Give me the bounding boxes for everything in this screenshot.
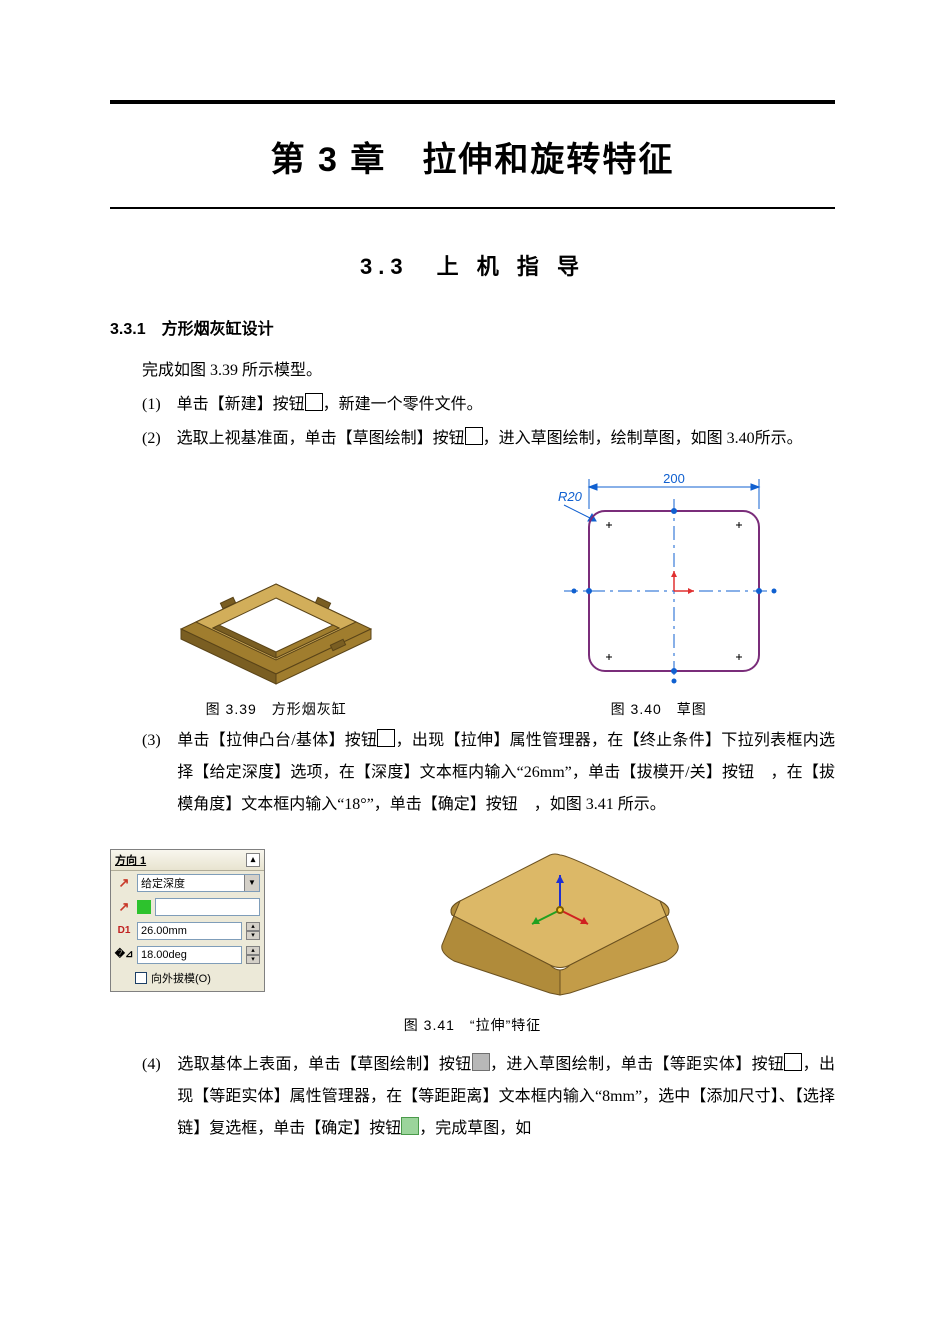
step-1-text-a: (1) 单击【新建】按钮 [142,396,305,413]
step-4: (4) 选取基体上表面，单击【草图绘制】按钮 ，进入草图绘制，单击【等距实体】按钮… [110,1049,835,1145]
figure-3-39: 图 3.39 方形烟灰缸 [161,534,391,719]
draft-icon[interactable]: �⊿ [115,947,133,963]
fig39-svg [161,534,391,689]
step-4-text-d: ，完成草图，如 [419,1120,531,1137]
sketch-icon [465,427,483,445]
offset-entities-icon [784,1053,802,1071]
pm-row-depth: D1 26.00mm ▴▾ [111,919,264,943]
figure-row-1: 图 3.39 方形烟灰缸 200 R20 [110,469,835,719]
fig40-plus [606,654,612,660]
fig40-pt [571,589,576,594]
pm-row-endcondition: ↗ 给定深度 ▼ [111,871,264,895]
intro-paragraph: 完成如图 3.39 所示模型。 [110,355,835,387]
fig40-pt [586,588,592,594]
fig40-r20: R20 [558,489,583,504]
fig40-plus [736,654,742,660]
end-condition-value: 给定深度 [141,875,185,891]
direction-field[interactable] [155,898,260,916]
fig40-pt [671,508,677,514]
figure-row-2: 方向 1 ▴ ↗ 给定深度 ▼ ↗ D1 26.00mm ▴▾ �⊿ 18.00… [110,835,835,1005]
pm-draft-outward[interactable]: 向外拔模(O) [111,967,264,991]
pm-header-label: 方向 1 [115,852,246,868]
caption-3-40: 图 3.40 草图 [534,699,784,719]
bottom-rule [110,207,835,209]
step-4-text-b: ，进入草图绘制，单击【等距实体】按钮 [490,1056,785,1073]
depth-value: 26.00mm [141,925,187,937]
step-2-text-a: (2) 选取上视基准面，单击【草图绘制】按钮 [142,430,465,447]
pm-header[interactable]: 方向 1 ▴ [111,850,264,871]
chapter-title: 第 3 章 拉伸和旋转特征 [110,132,835,181]
fig41-model-svg [410,835,710,1005]
step-2-text-b: ，进入草图绘制，绘制草图，如图 3.40所示。 [483,430,803,447]
step-1-text-b: ，新建一个零件文件。 [323,396,483,413]
extrude-boss-icon [377,729,395,747]
step-3-text-a: (3) 单击【拉伸凸台/基体】按钮 [142,732,377,749]
draft-spinner[interactable]: ▴▾ [246,946,260,964]
fig40-pt [771,589,776,594]
new-file-icon [305,393,323,411]
end-condition-select[interactable]: 给定深度 ▼ [137,874,260,892]
depth-icon: D1 [115,923,133,939]
dropdown-arrow-icon[interactable]: ▼ [244,875,259,891]
fig40-plus [606,522,612,528]
step-1: (1) 单击【新建】按钮 ，新建一个零件文件。 [110,389,835,421]
depth-spinner[interactable]: ▴▾ [246,922,260,940]
collapse-icon[interactable]: ▴ [246,853,260,867]
pm-row-draft: �⊿ 18.00deg ▴▾ [111,943,264,967]
direction-preview-icon [137,900,151,914]
step-4-text-a: (4) 选取基体上表面，单击【草图绘制】按钮 [142,1056,472,1073]
pm-row-direction2: ↗ [111,895,264,919]
top-rule [110,100,835,104]
fig40-arrow-l [589,484,597,490]
step-2: (2) 选取上视基准面，单击【草图绘制】按钮 ，进入草图绘制，绘制草图，如图 3.… [110,423,835,455]
draft-outward-label: 向外拔模(O) [151,970,211,986]
ok-icon [401,1117,419,1135]
direction-icon: ↗ [115,875,133,891]
draft-value: 18.00deg [141,949,187,961]
fig40-svg: 200 R20 [534,469,784,689]
fig40-arrow-r [751,484,759,490]
sketch-icon [472,1053,490,1071]
step-3: (3) 单击【拉伸凸台/基体】按钮，出现【拉伸】属性管理器，在【终止条件】下拉列… [110,725,835,821]
fig40-pt [671,679,676,684]
fig40-pt [756,588,762,594]
section-title: 3.3 上 机 指 导 [110,249,835,281]
fig40-plus [736,522,742,528]
fig40-dim-200: 200 [663,471,685,486]
figure-3-40: 200 R20 [534,469,784,719]
checkbox-icon[interactable] [135,972,147,984]
fig40-origin-y-arrow [671,571,677,577]
caption-3-39: 图 3.39 方形烟灰缸 [161,699,391,719]
subsection-title: 3.3.1 方形烟灰缸设计 [110,315,835,339]
triad-origin [557,907,563,913]
draft-input[interactable]: 18.00deg [137,946,242,964]
caption-3-41: 图 3.41 “拉伸”特征 [110,1015,835,1035]
fig40-origin-x-arrow [688,588,694,594]
propertymanager-panel: 方向 1 ▴ ↗ 给定深度 ▼ ↗ D1 26.00mm ▴▾ �⊿ 18.00… [110,849,265,992]
depth-input[interactable]: 26.00mm [137,922,242,940]
reverse-direction-icon[interactable]: ↗ [115,899,133,915]
fig40-pt [671,668,677,674]
